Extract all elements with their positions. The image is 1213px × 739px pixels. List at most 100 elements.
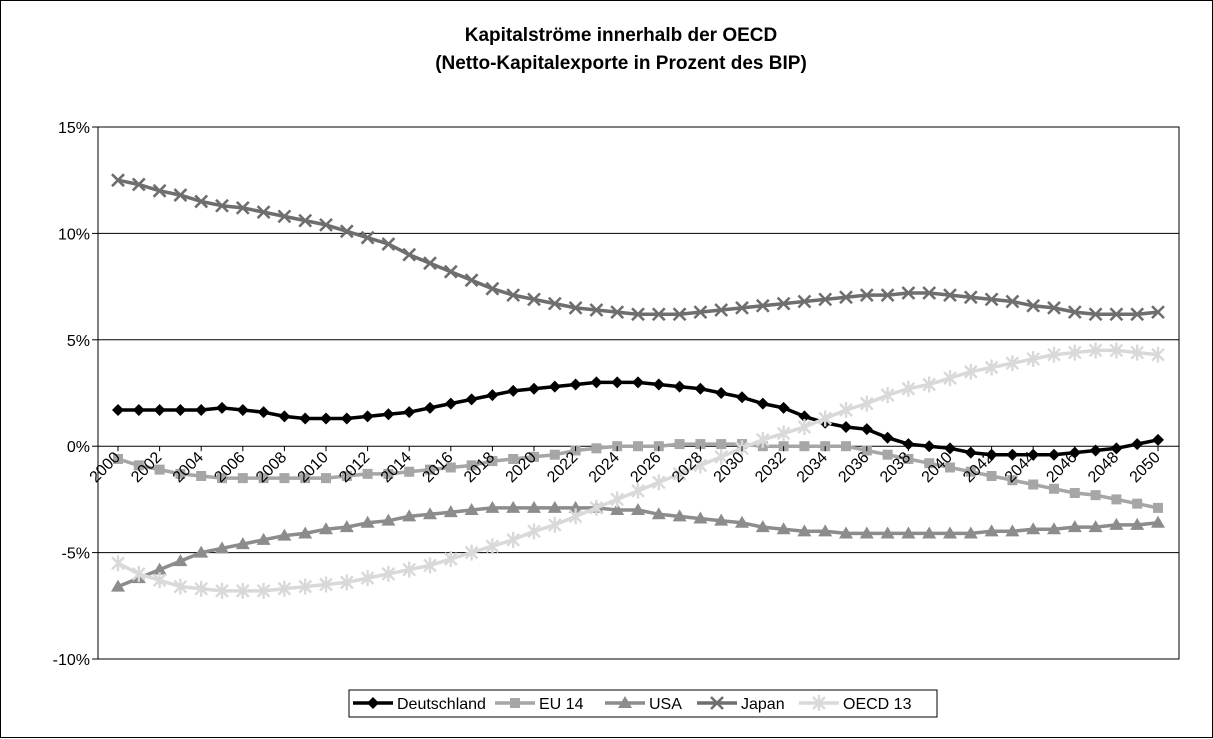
data-point	[194, 580, 209, 597]
data-point	[256, 205, 271, 220]
legend-item-usa: USA	[605, 696, 682, 713]
data-point	[423, 507, 437, 520]
data-point	[194, 545, 209, 558]
data-point	[797, 294, 812, 309]
data-point	[173, 554, 188, 567]
data-point	[1109, 307, 1124, 322]
data-point	[618, 696, 632, 708]
data-point	[465, 393, 478, 406]
data-point	[799, 441, 810, 452]
plot-series	[111, 173, 1165, 599]
data-point	[880, 526, 895, 539]
data-point	[695, 439, 706, 450]
data-point	[589, 499, 604, 516]
data-point	[963, 290, 978, 305]
data-point	[797, 524, 812, 537]
data-point	[529, 451, 539, 462]
data-point	[651, 507, 666, 520]
data-point	[881, 431, 894, 444]
data-point	[341, 470, 352, 481]
data-point	[880, 387, 895, 404]
data-point	[257, 406, 270, 419]
data-point	[1153, 502, 1163, 513]
data-point	[776, 522, 791, 535]
x-tick-label: 2012	[336, 449, 373, 486]
data-point	[923, 440, 936, 453]
y-tick-label: 5%	[67, 333, 90, 350]
x-tick-label: 2024	[586, 449, 623, 486]
chart-subtitle: (Netto-Kapitalexporte in Prozent des BIP…	[435, 53, 807, 74]
data-point	[485, 281, 500, 296]
data-point	[714, 303, 729, 317]
data-point	[362, 468, 373, 479]
data-point	[217, 473, 227, 484]
data-point	[152, 183, 167, 198]
data-point	[673, 380, 686, 393]
data-point	[984, 292, 999, 307]
data-point	[319, 217, 333, 232]
data-point	[367, 697, 379, 709]
data-point	[1028, 479, 1039, 490]
data-point	[1130, 344, 1145, 361]
data-point	[965, 466, 976, 477]
legend-label: USA	[649, 696, 682, 713]
data-point	[381, 513, 396, 526]
data-point	[423, 256, 437, 271]
data-point	[443, 505, 458, 518]
data-point	[425, 464, 435, 475]
data-point	[901, 526, 916, 539]
data-point	[298, 213, 313, 228]
data-point	[859, 395, 874, 412]
data-point	[340, 412, 353, 425]
legend-item-japan: Japan	[697, 696, 785, 713]
data-point	[631, 482, 645, 499]
data-point	[943, 288, 957, 303]
data-point	[1047, 522, 1061, 535]
data-point	[111, 555, 125, 572]
data-point	[901, 380, 916, 397]
data-point	[672, 465, 687, 482]
data-point	[591, 443, 602, 454]
data-point	[902, 438, 915, 451]
data-point	[945, 462, 955, 473]
data-point	[812, 695, 826, 711]
data-point	[756, 397, 769, 410]
data-point	[984, 524, 999, 537]
data-point	[319, 522, 333, 535]
data-point	[777, 401, 790, 414]
data-point	[755, 298, 770, 313]
data-point	[797, 419, 812, 436]
data-point	[776, 296, 791, 311]
data-point	[485, 500, 500, 513]
data-point	[903, 453, 914, 464]
data-point	[510, 698, 520, 708]
series-usa	[111, 500, 1165, 592]
data-point	[215, 198, 229, 213]
data-point	[714, 513, 729, 526]
data-point	[880, 288, 895, 303]
data-point	[590, 376, 603, 389]
data-point	[154, 464, 165, 475]
data-point	[1088, 520, 1103, 533]
legend-label: Deutschland	[397, 696, 486, 713]
data-point	[236, 404, 249, 417]
x-tick-label: 2048	[1085, 449, 1122, 486]
data-point	[1005, 524, 1020, 537]
data-point	[1090, 490, 1101, 501]
data-point	[1151, 305, 1165, 320]
data-point	[194, 194, 209, 209]
data-point	[383, 468, 394, 479]
data-point	[175, 468, 186, 479]
legend-label: EU 14	[539, 696, 584, 713]
chart-title: Kapitalströme innerhalb der OECD	[465, 25, 778, 46]
data-point	[568, 300, 583, 315]
series-deutschland	[112, 376, 1164, 461]
y-tick-label: 15%	[58, 120, 90, 137]
x-axis: 2000 2002 2004 2006 2008 2010 2012 2014 2016 2018…	[87, 446, 1164, 486]
data-point	[714, 448, 729, 465]
data-point	[403, 406, 416, 419]
data-point	[277, 209, 292, 224]
data-point	[131, 565, 146, 582]
data-point	[964, 446, 977, 459]
data-point	[360, 230, 375, 245]
